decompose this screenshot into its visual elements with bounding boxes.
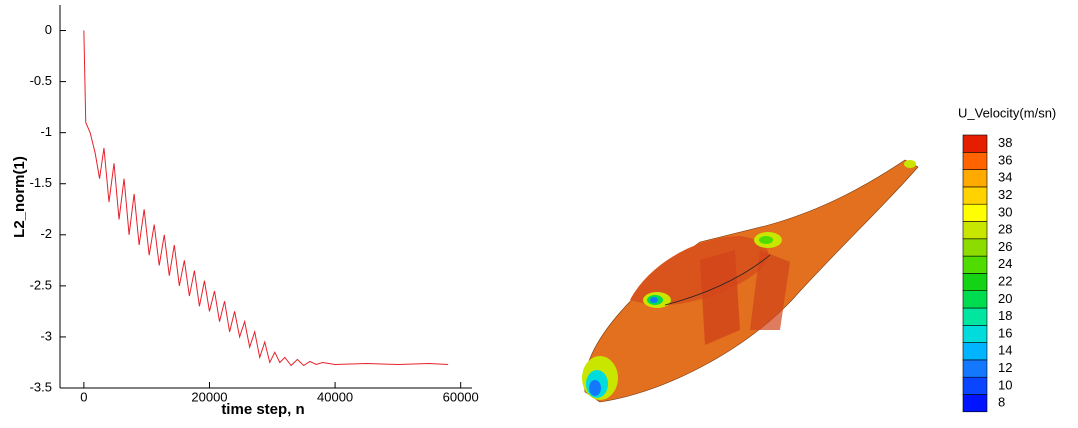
colorbar-swatch <box>962 342 988 361</box>
colorbar-swatch <box>962 376 988 395</box>
colorbar-swatch <box>962 221 988 240</box>
x-tick-label: 0 <box>80 389 87 404</box>
colorbar-title: U_Velocity(m/sn) <box>958 105 1056 120</box>
colorbar-swatch <box>962 273 988 291</box>
colorbar-swatch <box>962 134 988 153</box>
colorbar-label: 18 <box>998 308 1012 323</box>
y-tick-label: -3 <box>40 328 52 343</box>
colorbar-swatch <box>962 307 988 326</box>
y-axis-label: L2_norm(1) <box>11 156 28 238</box>
colorbar-swatch <box>962 152 988 170</box>
colorbar-label: 28 <box>998 222 1012 237</box>
y-tick-label: -2.5 <box>30 277 52 292</box>
y-tick-label: -0.5 <box>30 73 52 88</box>
colorbar-label: 24 <box>998 256 1012 271</box>
y-tick-label: -3.5 <box>30 379 52 394</box>
x-tick-label: 60000 <box>443 389 479 404</box>
y-tick-label: -1 <box>40 124 52 139</box>
y-tick-label: 0 <box>45 22 52 37</box>
colorbar-label: 34 <box>998 170 1012 185</box>
colorbar-label: 8 <box>998 395 1005 410</box>
x-tick-label: 40000 <box>317 389 353 404</box>
colorbar-swatch <box>962 290 988 309</box>
colorbar-swatch <box>962 324 988 343</box>
colorbar-label: 20 <box>998 291 1012 306</box>
colorbar-label: 10 <box>998 377 1012 392</box>
colorbar-label: 38 <box>998 135 1012 150</box>
x-axis-label: time step, n <box>221 401 304 418</box>
body-rendering <box>582 159 919 403</box>
colorbar-label: 12 <box>998 360 1012 375</box>
line-series <box>83 30 449 367</box>
colorbar-label: 14 <box>998 343 1012 358</box>
colorbar-swatch <box>962 169 988 188</box>
y-tick-label: -2 <box>40 226 52 241</box>
colorbar-swatch <box>962 238 988 257</box>
colorbar-swatch <box>962 186 988 205</box>
colorbar-swatch <box>962 203 988 222</box>
colorbar-swatch <box>962 255 988 274</box>
x-tick-label: 20000 <box>191 389 227 404</box>
colorbar-label: 30 <box>998 204 1012 219</box>
colorbar-label: 22 <box>998 273 1012 288</box>
colorbar-swatch <box>962 394 988 413</box>
y-tick-label: -1.5 <box>30 175 52 190</box>
colorbar-label: 16 <box>998 325 1012 340</box>
colorbar-label: 32 <box>998 187 1012 202</box>
colorbar-label: 26 <box>998 239 1012 254</box>
colorbar-label: 36 <box>998 152 1012 167</box>
colorbar-swatch <box>962 359 988 378</box>
